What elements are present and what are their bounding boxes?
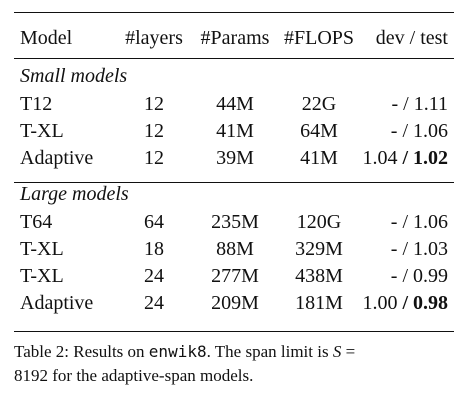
bottom-rule (14, 331, 454, 332)
section-title-large: Large models (20, 183, 129, 205)
cell-dev: - (390, 238, 398, 260)
cell-dev: 1.04 (362, 147, 398, 169)
cell-separator: / (397, 147, 413, 169)
caption-prefix: Table 2: Results on (14, 342, 149, 361)
cell-test: 0.98 (413, 292, 448, 314)
cell-devtest: - / 0.99 (391, 262, 448, 290)
caption-variable: S (332, 342, 342, 361)
table-row: T-XL 24 277M 438M - / 0.99 (14, 262, 454, 290)
cell-test: 1.06 (413, 120, 448, 142)
cell-flops: 120G (296, 211, 342, 233)
cell-test: 0.99 (413, 265, 448, 287)
cell-params: 88M (216, 238, 254, 260)
cell-flops: 64M (300, 120, 338, 142)
table-row: Adaptive 12 39M 41M 1.04 / 1.02 (14, 144, 454, 172)
caption-mid: . The span limit is (206, 342, 333, 361)
header-rule (14, 58, 454, 59)
cell-model: T-XL (20, 238, 64, 260)
cell-model: T-XL (20, 120, 64, 142)
header-model: Model (20, 27, 73, 49)
header-layers: #layers (125, 27, 183, 49)
cell-dev: - (391, 93, 399, 115)
table-row: T-XL 18 88M 329M - / 1.03 (14, 235, 454, 263)
cell-params: 277M (211, 265, 259, 287)
cell-flops: 22G (301, 93, 337, 115)
cell-layers: 12 (144, 93, 164, 115)
cell-layers: 18 (144, 238, 164, 260)
cell-params: 235M (211, 211, 259, 233)
caption-line-2: 8192 for the adaptive-span models. (14, 366, 254, 385)
caption-equals: = (341, 342, 356, 361)
header-flops: #FLOPS (283, 27, 355, 49)
cell-test: 1.11 (413, 93, 448, 115)
cell-params: 44M (216, 93, 254, 115)
cell-separator: / (397, 211, 413, 233)
cell-flops: 181M (295, 292, 343, 314)
cell-params: 41M (216, 120, 254, 142)
cell-layers: 12 (144, 147, 164, 169)
cell-devtest: - / 1.06 (391, 117, 448, 145)
cell-separator: / (397, 238, 413, 260)
cell-model: T64 (20, 211, 53, 233)
section-rule (14, 182, 454, 183)
cell-layers: 24 (144, 292, 164, 314)
section-title-small: Small models (20, 65, 128, 87)
cell-dev: - (390, 120, 398, 142)
caption-dataset: enwik8 (148, 342, 207, 361)
table-row: T64 64 235M 120G - / 1.06 (14, 208, 454, 236)
cell-devtest: - / 1.03 (391, 235, 448, 263)
cell-devtest: 1.04 / 1.02 (362, 144, 448, 172)
header-devtest: dev / test (375, 27, 448, 49)
top-rule (14, 12, 454, 13)
cell-devtest: - / 1.06 (391, 208, 448, 236)
cell-devtest: - / 1.11 (392, 90, 449, 118)
table-row: T-XL 12 41M 64M - / 1.06 (14, 117, 454, 145)
cell-dev: 1.00 (362, 292, 398, 314)
cell-model: Adaptive (20, 147, 94, 169)
cell-separator: / (397, 120, 413, 142)
header-row: Model #layers #Params #FLOPS dev / test (14, 24, 454, 52)
cell-test: 1.02 (413, 147, 448, 169)
cell-test: 1.06 (413, 211, 448, 233)
cell-dev: - (390, 265, 398, 287)
cell-separator: / (397, 292, 413, 314)
cell-separator: / (397, 265, 413, 287)
cell-layers: 24 (144, 265, 164, 287)
cell-layers: 64 (144, 211, 164, 233)
table-caption: Table 2: Results on enwik8. The span lim… (14, 340, 454, 388)
table-row: T12 12 44M 22G - / 1.11 (14, 90, 454, 118)
cell-dev: - (390, 211, 398, 233)
table-row: Adaptive 24 209M 181M 1.00 / 0.98 (14, 289, 454, 317)
cell-model: T-XL (20, 265, 64, 287)
cell-params: 209M (211, 292, 259, 314)
cell-params: 39M (216, 147, 254, 169)
cell-test: 1.03 (413, 238, 448, 260)
cell-model: T12 (20, 93, 53, 115)
caption-line-1: Table 2: Results on enwik8. The span lim… (14, 340, 454, 364)
cell-separator: / (398, 93, 414, 115)
cell-devtest: 1.00 / 0.98 (362, 289, 448, 317)
header-params: #Params (200, 27, 270, 49)
cell-model: Adaptive (20, 292, 94, 314)
cell-layers: 12 (144, 120, 164, 142)
cell-flops: 329M (295, 238, 343, 260)
cell-flops: 438M (295, 265, 343, 287)
cell-flops: 41M (300, 147, 338, 169)
